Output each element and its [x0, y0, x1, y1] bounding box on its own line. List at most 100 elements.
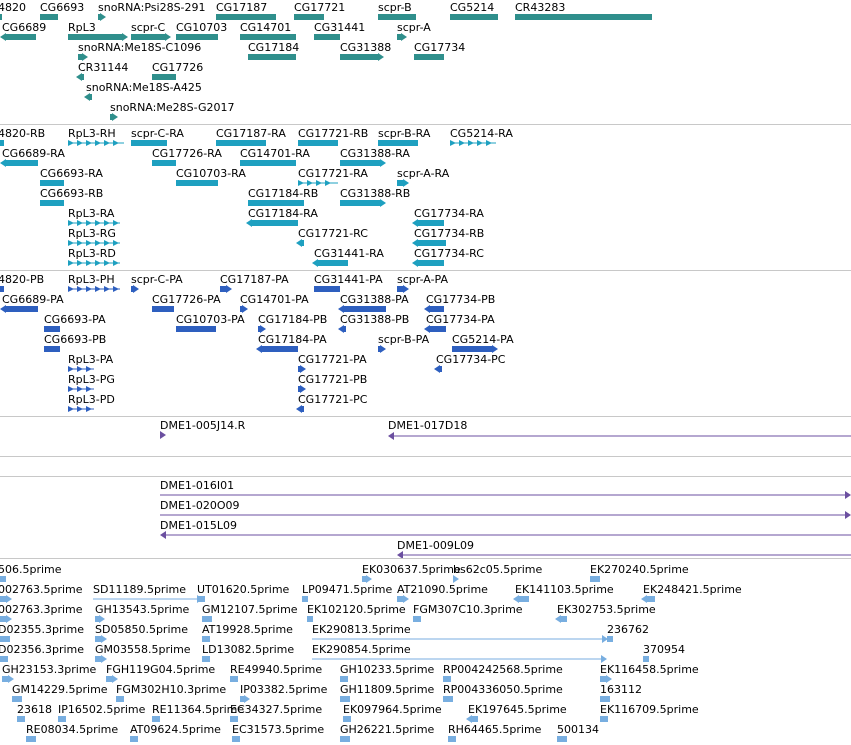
feature-glyph[interactable] [307, 616, 313, 622]
feature-label[interactable]: CG5214-PA [452, 333, 514, 346]
feature-glyph[interactable] [298, 365, 306, 373]
feature-label[interactable]: D02355.3prime [0, 623, 85, 636]
feature-label[interactable]: LP09471.5prime [302, 583, 393, 596]
feature-label[interactable]: CG17721-RC [298, 227, 368, 240]
feature-label[interactable]: CG14701-RA [240, 147, 310, 160]
feature-label[interactable]: DME1-005J14.R [160, 419, 246, 432]
feature-label[interactable]: RH64465.5prime [448, 723, 542, 736]
feature-label[interactable]: GH23153.3prime [2, 663, 97, 676]
feature-label[interactable]: snoRNA:Me28S-G2017 [110, 101, 235, 114]
feature-label[interactable]: CG17187-RA [216, 127, 286, 140]
feature-glyph[interactable] [600, 696, 610, 702]
feature-label[interactable]: CG6689-PA [2, 293, 64, 306]
feature-label[interactable]: scpr-B [378, 1, 412, 14]
feature-glyph[interactable] [160, 531, 851, 539]
feature-glyph[interactable] [466, 715, 478, 723]
feature-glyph[interactable] [152, 306, 174, 312]
feature-glyph[interactable] [230, 676, 238, 682]
feature-glyph[interactable] [40, 200, 64, 206]
feature-glyph[interactable] [340, 736, 350, 742]
feature-label[interactable]: CG17721-PA [298, 353, 367, 366]
feature-glyph[interactable] [68, 386, 94, 392]
feature-label[interactable]: 23618 [17, 703, 52, 716]
feature-glyph[interactable] [600, 716, 608, 722]
feature-label[interactable]: RP004336050.5prime [443, 683, 563, 696]
feature-glyph[interactable] [68, 140, 124, 146]
feature-glyph[interactable] [338, 305, 386, 313]
feature-glyph[interactable] [131, 140, 167, 146]
feature-label[interactable]: GM12107.5prime [202, 603, 298, 616]
feature-glyph[interactable] [152, 160, 176, 166]
feature-glyph[interactable] [84, 93, 92, 101]
feature-glyph[interactable] [44, 326, 60, 332]
feature-label[interactable]: CG10703 [176, 21, 228, 34]
feature-glyph[interactable] [397, 551, 851, 559]
feature-glyph[interactable] [515, 14, 652, 20]
feature-label[interactable]: 4820 [0, 1, 26, 14]
feature-label[interactable]: CG17721-RB [298, 127, 369, 140]
feature-label[interactable]: scpr-B-PA [378, 333, 430, 346]
feature-glyph[interactable] [314, 286, 340, 292]
feature-label[interactable]: CG14701 [240, 21, 292, 34]
feature-label[interactable]: GH13543.5prime [95, 603, 190, 616]
feature-glyph[interactable] [600, 675, 612, 683]
feature-label[interactable]: CG17187 [216, 1, 268, 14]
feature-glyph[interactable] [152, 74, 176, 80]
feature-glyph[interactable] [607, 636, 613, 642]
feature-label[interactable]: LD13082.5prime [202, 643, 295, 656]
feature-label[interactable]: D02356.3prime [0, 643, 85, 656]
feature-glyph[interactable] [312, 259, 348, 267]
feature-glyph[interactable] [424, 305, 444, 313]
feature-glyph[interactable] [397, 595, 409, 603]
feature-glyph[interactable] [312, 635, 608, 643]
feature-glyph[interactable] [296, 239, 304, 247]
feature-glyph[interactable] [0, 656, 8, 662]
feature-glyph[interactable] [0, 14, 2, 20]
feature-label[interactable]: EK302753.5prime [557, 603, 656, 616]
feature-glyph[interactable] [450, 140, 496, 146]
feature-label[interactable]: CG17184-PA [258, 333, 327, 346]
feature-glyph[interactable] [0, 159, 38, 167]
feature-glyph[interactable] [202, 616, 212, 622]
feature-glyph[interactable] [248, 200, 304, 206]
feature-label[interactable]: CG6693-PA [44, 313, 106, 326]
feature-label[interactable]: DME1-016I01 [160, 479, 235, 492]
feature-label[interactable]: RE11364.5prime [152, 703, 245, 716]
feature-glyph[interactable] [216, 140, 266, 146]
feature-glyph[interactable] [106, 675, 118, 683]
feature-glyph[interactable] [424, 325, 446, 333]
feature-glyph[interactable] [176, 326, 216, 332]
feature-label[interactable]: CG17734-RB [414, 227, 485, 240]
feature-glyph[interactable] [130, 736, 138, 742]
feature-glyph[interactable] [197, 596, 205, 602]
feature-label[interactable]: snoRNA:Me18S-C1096 [78, 41, 202, 54]
feature-label[interactable]: EC31573.5prime [232, 723, 325, 736]
feature-label[interactable]: RpL3-PA [68, 353, 114, 366]
feature-glyph[interactable] [555, 615, 567, 623]
feature-label[interactable]: CG17721-PB [298, 373, 368, 386]
feature-label[interactable]: EK102120.5prime [307, 603, 406, 616]
feature-glyph[interactable] [240, 305, 248, 313]
feature-label[interactable]: CG6693-RA [40, 167, 103, 180]
feature-label[interactable]: EK197645.5prime [468, 703, 567, 716]
feature-label[interactable]: CG31441-RA [314, 247, 384, 260]
feature-glyph[interactable] [76, 73, 84, 81]
feature-glyph[interactable] [412, 239, 446, 247]
feature-label[interactable]: DME1-020O09 [160, 499, 240, 512]
feature-glyph[interactable] [412, 259, 444, 267]
feature-glyph[interactable] [414, 54, 444, 60]
feature-label[interactable]: bs62c05.5prime [453, 563, 543, 576]
feature-label[interactable]: IP03382.5prime [240, 683, 328, 696]
feature-label[interactable]: RP004242568.5prime [443, 663, 563, 676]
feature-label[interactable]: CG17734-PA [426, 313, 495, 326]
feature-label[interactable]: CG31388 [340, 41, 392, 54]
feature-glyph[interactable] [26, 736, 36, 742]
feature-label[interactable]: 4820-PB [0, 273, 45, 286]
feature-glyph[interactable] [220, 285, 232, 293]
feature-label[interactable]: CG31388-PB [340, 313, 410, 326]
feature-glyph[interactable] [340, 199, 386, 207]
feature-glyph[interactable] [176, 180, 218, 186]
feature-label[interactable]: UT01620.5prime [197, 583, 290, 596]
feature-glyph[interactable] [240, 34, 296, 40]
feature-label[interactable]: DME1-015L09 [160, 519, 237, 532]
